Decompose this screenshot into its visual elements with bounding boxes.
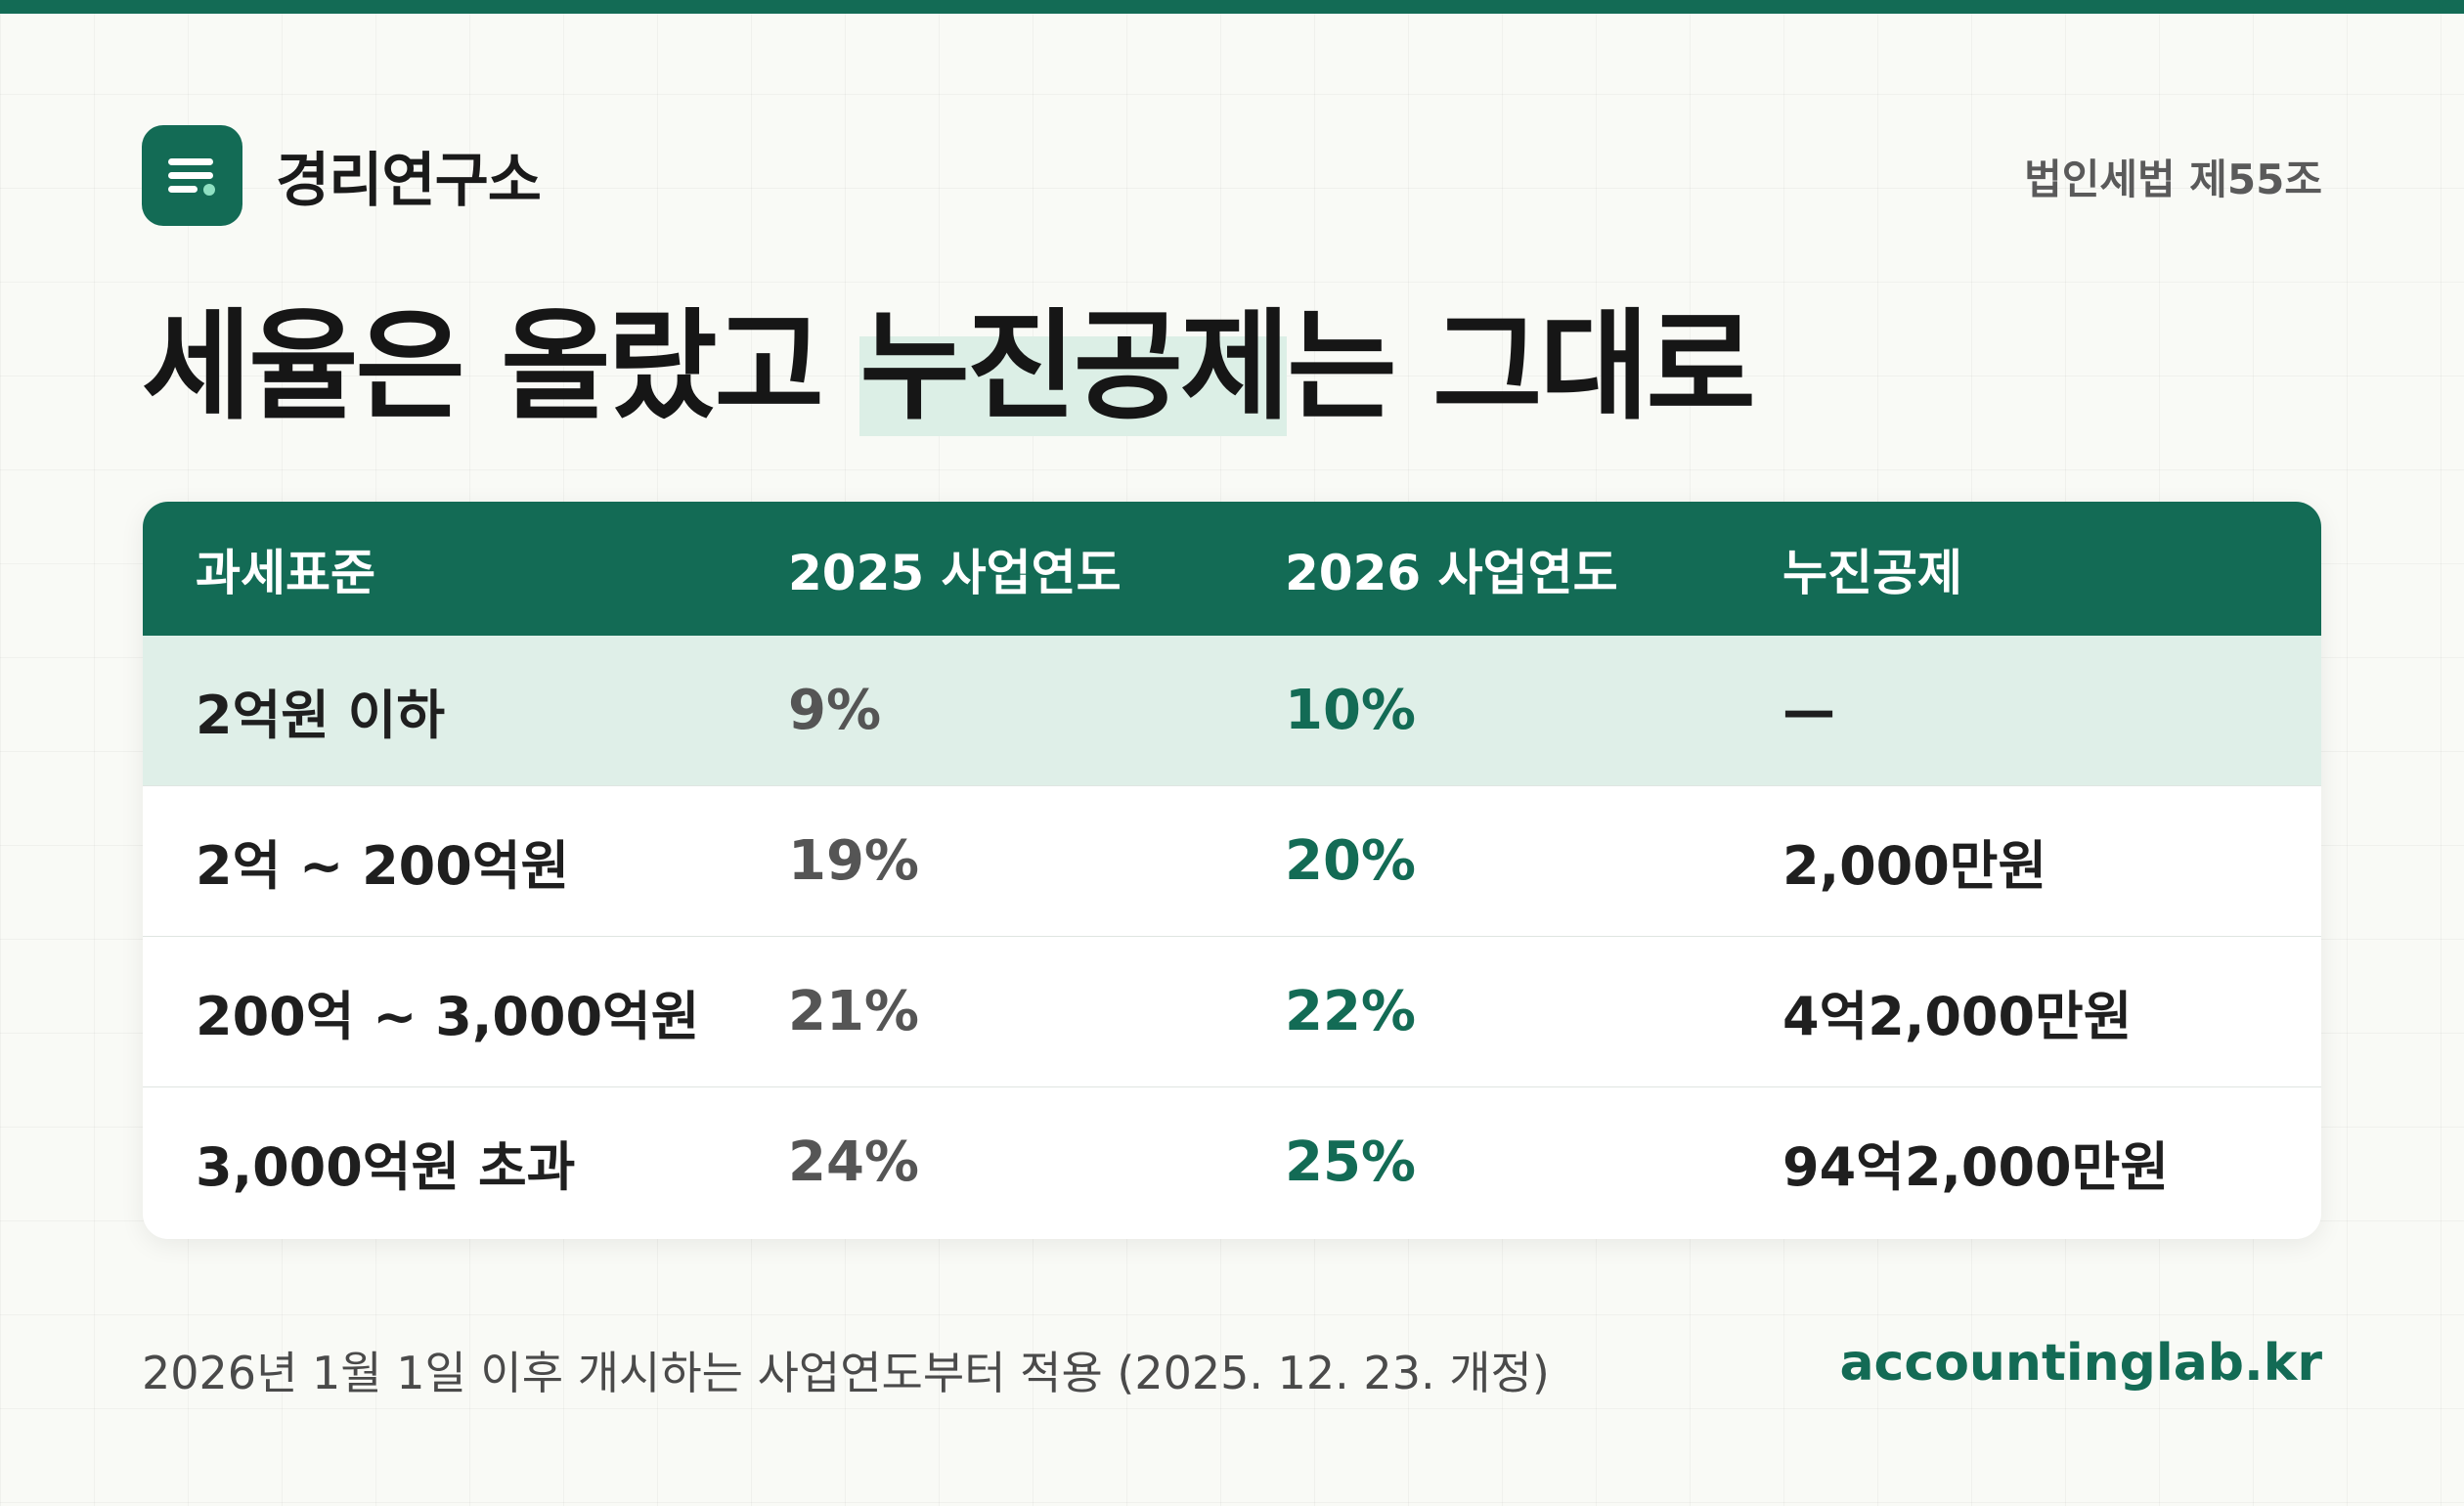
bracket-cell: 3,000억원 초과 (196, 1136, 576, 1198)
law-reference: 법인세법 제55조 (2024, 155, 2322, 203)
header-bracket: 과세표준 (196, 544, 375, 601)
deduction-cell: — (1782, 680, 1835, 741)
table-row: 2억원 이하 9% 10% — (143, 636, 2321, 785)
document-lines-icon (142, 125, 242, 226)
brand-name: 경리연구소 (276, 147, 542, 215)
site-url[interactable]: accountinglab.kr (1839, 1334, 2322, 1393)
table-row: 2억 ~ 200억원 19% 20% 2,000만원 (143, 785, 2321, 936)
rate-2026-cell: 20% (1285, 829, 1417, 893)
header-2026: 2026 사업연도 (1285, 544, 1618, 601)
rate-2026-cell: 10% (1285, 679, 1417, 742)
deduction-cell: 2,000만원 (1782, 835, 2047, 897)
deduction-cell: 4억2,000만원 (1782, 986, 2133, 1047)
title-part-2: 는 그대로 (1287, 297, 1755, 436)
rate-2026-cell: 25% (1285, 1130, 1417, 1194)
title-highlight: 누진공제 (859, 297, 1290, 436)
table-header-row: 과세표준 2025 사업연도 2026 사업연도 누진공제 (143, 502, 2321, 636)
rate-2025-cell: 24% (788, 1130, 920, 1194)
bracket-cell: 2억원 이하 (196, 685, 446, 746)
brand: 경리연구소 (142, 125, 542, 226)
title-part-1: 세율은 올랐고 (142, 297, 860, 436)
top-accent-bar (0, 0, 2464, 14)
tax-rate-table: 과세표준 2025 사업연도 2026 사업연도 누진공제 2억원 이하 9% … (143, 502, 2321, 1239)
table-row: 200억 ~ 3,000억원 21% 22% 4억2,000만원 (143, 936, 2321, 1086)
page-title: 세율은 올랐고 누진공제는 그대로 (142, 293, 1756, 440)
rate-2025-cell: 9% (788, 679, 882, 742)
header-deduction: 누진공제 (1782, 544, 1962, 601)
deduction-cell: 94억2,000만원 (1782, 1136, 2169, 1198)
rate-2025-cell: 21% (788, 980, 920, 1043)
footnote: 2026년 1월 1일 이후 개시하는 사업연도부터 적용 (2025. 12.… (142, 1347, 1550, 1399)
table-row: 3,000억원 초과 24% 25% 94억2,000만원 (143, 1086, 2321, 1237)
bracket-cell: 200억 ~ 3,000억원 (196, 986, 700, 1047)
bracket-cell: 2억 ~ 200억원 (196, 835, 570, 897)
header-2025: 2025 사업연도 (788, 544, 1122, 601)
rate-2025-cell: 19% (788, 829, 920, 893)
rate-2026-cell: 22% (1285, 980, 1417, 1043)
